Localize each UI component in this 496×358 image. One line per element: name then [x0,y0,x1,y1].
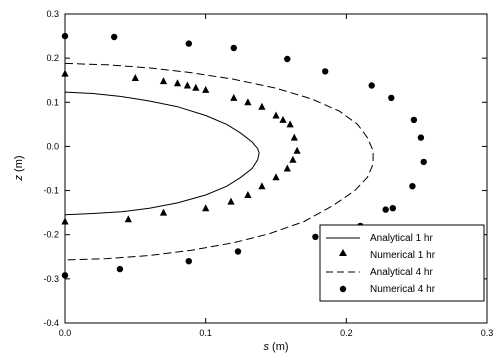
x-tick-label: 0.1 [199,328,212,338]
triangle-point [293,146,301,154]
circle-point [417,134,425,141]
triangle-point [202,204,210,212]
triangle-point [289,155,297,163]
x-axis-ticks: 0.0 0.1 0.2 0.3 [59,14,494,338]
circle-point [61,272,69,279]
y-axis-title: z (m) [13,155,25,181]
legend-label-analytical-1hr: Analytical 1 hr [370,233,433,244]
triangle-point [244,191,252,198]
circle-point [389,205,396,212]
triangle-point [279,115,287,123]
triangle-point [258,182,266,190]
triangle-point [272,173,280,181]
circle-point [409,183,416,190]
triangle-point [183,81,191,89]
circle-point [382,206,389,213]
y-axis-title-unit: (m) [13,155,25,175]
triangle-point [124,215,132,223]
triangle-point [159,77,168,85]
series-line-0 [64,91,260,216]
triangle-point [290,133,298,141]
triangle-point [283,164,291,172]
triangle-point [202,85,210,93]
legend: Analytical 1 hr Numerical 1 hr Analytica… [319,224,485,302]
triangle-point [61,217,69,225]
triangle-point [286,120,294,128]
circle-point [388,94,395,102]
x-axis-title-unit: (m) [269,341,289,353]
y-tick-label: 0.3 [46,9,59,19]
series-layer [61,32,427,279]
triangle-point [227,197,235,205]
triangle-point [173,79,182,87]
x-tick-label: 0.3 [481,328,494,338]
circle-point [61,32,69,40]
legend-label-analytical-4hr: Analytical 4 hr [370,267,433,278]
triangle-point [244,98,252,106]
x-axis-title-var: s [263,341,269,353]
triangle-point [61,69,69,77]
y-axis-ticks: -0.4 -0.3 -0.2 -0.1 0.0 0.1 0.2 0.3 [43,9,487,328]
triangle-point [192,83,200,91]
y-tick-label: -0.2 [43,230,59,240]
circle-point [234,248,242,255]
y-tick-label: -0.3 [43,274,59,284]
y-tick-label: -0.4 [43,318,59,328]
circle-point [312,233,319,241]
legend-label-numerical-4hr: Numerical 4 hr [370,284,436,295]
y-axis-title-var: z [13,175,25,182]
circle-point [368,82,375,89]
triangle-point [272,111,280,119]
triangle-point [258,102,266,110]
circle-point [116,265,124,273]
circle-point [230,44,237,52]
triangle-point [131,74,139,81]
x-tick-label: 0.2 [340,328,353,338]
legend-symbol-numerical-1hr [339,249,347,256]
circle-point [185,258,192,265]
legend-symbol-numerical-4hr [339,285,347,293]
plot-area-frame [64,13,488,324]
triangle-point [230,93,238,101]
circle-point [284,55,291,63]
triangle-point [159,208,168,216]
circle-point [322,68,329,75]
y-tick-label: -0.1 [43,186,59,196]
circle-point [111,33,118,41]
circle-point [420,158,427,166]
legend-label-numerical-1hr: Numerical 1 hr [370,250,436,261]
y-tick-label: 0.1 [46,97,59,107]
series-line-2 [64,62,374,261]
circle-point [185,40,192,47]
y-tick-label: 0.0 [46,141,59,151]
circle-point [410,116,418,124]
y-tick-label: 0.2 [46,53,59,63]
x-tick-label: 0.0 [59,328,72,338]
x-axis-title: s (m) [263,341,288,353]
